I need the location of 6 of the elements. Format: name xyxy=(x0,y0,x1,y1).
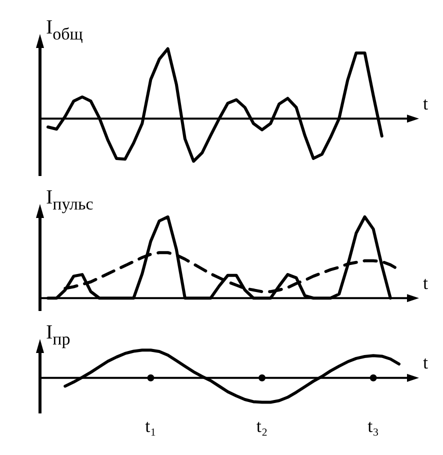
x-axis-title: t xyxy=(423,352,428,373)
x-tick-label: t₁ xyxy=(145,416,156,436)
x-axis-title: t xyxy=(423,272,428,293)
x-axis-title: t xyxy=(423,93,428,114)
x-tick-label: t₂ xyxy=(256,416,268,436)
x-tick-label: t₃ xyxy=(368,416,379,436)
